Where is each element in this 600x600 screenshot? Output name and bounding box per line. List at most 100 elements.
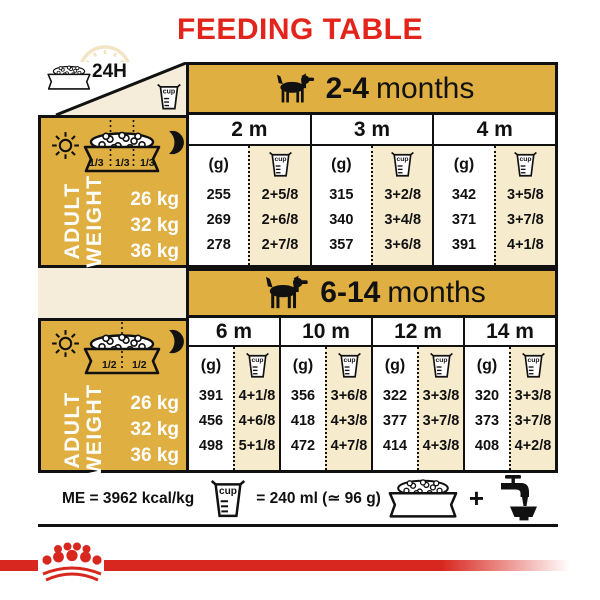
grams-value: 373 bbox=[474, 413, 500, 429]
cups-value: 3+3/8 bbox=[422, 388, 460, 404]
ration-bowl-halves: 1/2 1/2 bbox=[70, 322, 174, 386]
grams-label: (g) bbox=[200, 356, 222, 374]
daily-ration-label: 24H bbox=[92, 61, 127, 82]
weight-rows: 26 kg 32 kg 36 kg bbox=[99, 187, 179, 265]
svg-text:cup: cup bbox=[219, 485, 237, 496]
cup-icon: cup bbox=[245, 352, 270, 379]
red-stripe-left bbox=[0, 560, 38, 571]
cups-value: 4+7/8 bbox=[330, 438, 368, 454]
grams-value: 371 bbox=[451, 212, 477, 228]
table1-weight-panel: 1/3 1/3 1/3 ADULT WEIGHT 26 kg 32 kg 36 k… bbox=[38, 115, 186, 268]
cups-value: 4+1/8 bbox=[507, 237, 544, 253]
month-column-10m: 10 m (g) 356 418 472 cup 3+6/8 4+3/8 bbox=[279, 318, 371, 470]
table2-age-label: 6-14 months bbox=[320, 276, 486, 309]
table2-weight-panel: 1/2 1/2 ADULT WEIGHT 26 kg 32 kg 36 kg bbox=[38, 318, 186, 477]
ration-bowl-thirds: 1/3 1/3 1/3 bbox=[70, 120, 174, 184]
grams-label: (g) bbox=[453, 155, 475, 173]
sun-icon bbox=[50, 130, 81, 161]
month-header: 14 m bbox=[465, 318, 555, 347]
food-bowl-icon bbox=[44, 60, 94, 96]
month-header: 10 m bbox=[281, 318, 371, 347]
cups-value: 3+7/8 bbox=[507, 212, 544, 228]
grams-value: 357 bbox=[329, 237, 354, 253]
grams-value: 472 bbox=[290, 438, 316, 454]
grams-label: (g) bbox=[476, 356, 498, 374]
month-header: 6 m bbox=[189, 318, 279, 347]
portion-label: 1/2 bbox=[132, 359, 147, 371]
cups-value: 4+1/8 bbox=[238, 388, 276, 404]
cups-value: 3+6/8 bbox=[384, 237, 422, 253]
cups-value: 3+7/8 bbox=[422, 413, 460, 429]
month-column-3m: 3 m (g) 315 340 357 cup 3+2/8 3+4/8 bbox=[309, 115, 433, 265]
cups-value: 4+3/8 bbox=[422, 438, 460, 454]
grams-label: (g) bbox=[384, 356, 406, 374]
month-column-6m: 6 m (g) 391 456 498 cup 4+1/8 4+6/8 bbox=[189, 318, 279, 470]
svg-text:cup: cup bbox=[163, 89, 175, 96]
weight-row: 26 kg bbox=[130, 189, 179, 210]
cups-value: 3+5/8 bbox=[507, 187, 544, 203]
cup-icon: cup bbox=[521, 352, 546, 379]
bowl-icon bbox=[70, 322, 174, 390]
cups-value: 2+7/8 bbox=[261, 237, 299, 253]
grams-value: 356 bbox=[290, 388, 316, 404]
sun-icon bbox=[50, 328, 81, 359]
grams-value: 408 bbox=[474, 438, 500, 454]
grams-value: 498 bbox=[198, 438, 224, 454]
table1-age-label: 2-4 months bbox=[325, 71, 475, 105]
cups-value: 3+7/8 bbox=[514, 413, 552, 429]
grams-value: 391 bbox=[198, 388, 224, 404]
svg-text:cup: cup bbox=[274, 156, 286, 163]
cup-icon: cup bbox=[268, 151, 293, 178]
month-column-2m: 2 m (g) 255 269 278 cup 2+5/8 2+6/8 bbox=[189, 115, 310, 265]
cup-icon: cup bbox=[513, 151, 538, 178]
svg-text:cup: cup bbox=[343, 357, 355, 364]
portion-label: 1/3 bbox=[89, 157, 104, 169]
grams-value: 320 bbox=[474, 388, 500, 404]
water-tap-icon bbox=[488, 474, 542, 523]
food-bowl-icon bbox=[381, 475, 465, 523]
grams-value: 418 bbox=[290, 413, 316, 429]
svg-text:cup: cup bbox=[397, 156, 409, 163]
month-column-4m: 4 m (g) 342 371 391 cup 3+5/8 3+7/8 bbox=[432, 115, 556, 265]
table2-grid: 6 m (g) 391 456 498 cup 4+1/8 4+6/8 bbox=[186, 318, 558, 473]
cups-value: 2+6/8 bbox=[261, 212, 299, 228]
cups-value: 4+6/8 bbox=[238, 413, 276, 429]
grams-value: 391 bbox=[451, 237, 477, 253]
svg-text:cup: cup bbox=[527, 357, 539, 364]
weight-row: 26 kg bbox=[130, 393, 179, 414]
metabolizable-energy-label: ME = 3962 kcal/kg bbox=[62, 489, 195, 507]
feeding-table: cup 2-4 months 1/3 1/3 1/3 bbox=[38, 62, 558, 527]
svg-text:cup: cup bbox=[519, 156, 531, 163]
cups-value: 3+4/8 bbox=[384, 212, 422, 228]
footer-legend: ME = 3962 kcal/kg cup = 240 ml (≃ 96 g) … bbox=[38, 473, 558, 527]
cup-icon: cup bbox=[156, 83, 182, 111]
diagonal-split bbox=[55, 62, 186, 115]
weight-row: 32 kg bbox=[130, 419, 179, 440]
crown-logo bbox=[36, 541, 108, 587]
plus-sign: + bbox=[468, 483, 485, 513]
portion-label: 1/2 bbox=[102, 359, 117, 371]
moon-icon bbox=[160, 129, 185, 156]
month-column-14m: 14 m (g) 320 373 408 cup 3+3/8 3+7/8 bbox=[463, 318, 555, 470]
cup-icon: cup bbox=[210, 477, 246, 521]
portion-label: 1/3 bbox=[115, 157, 130, 169]
svg-text:cup: cup bbox=[251, 357, 263, 364]
table1-grid: 2 m (g) 255 269 278 cup 2+5/8 2+6/8 bbox=[186, 115, 558, 268]
month-header: 3 m bbox=[311, 115, 433, 146]
cup-icon: cup bbox=[337, 352, 362, 379]
grams-label: (g) bbox=[208, 155, 229, 173]
table2-corner-cell bbox=[38, 268, 186, 318]
portion-label: 1/3 bbox=[140, 157, 155, 169]
cups-value: 5+1/8 bbox=[238, 438, 276, 454]
month-header: 4 m bbox=[434, 115, 556, 146]
grams-value: 269 bbox=[206, 212, 231, 228]
grams-value: 340 bbox=[329, 212, 354, 228]
moon-icon bbox=[160, 328, 185, 355]
cup-volume-label: = 240 ml (≃ 96 g) bbox=[256, 490, 381, 507]
grams-value: 414 bbox=[382, 438, 408, 454]
weight-row: 36 kg bbox=[130, 445, 179, 466]
cups-value: 4+3/8 bbox=[330, 413, 368, 429]
month-header: 12 m bbox=[373, 318, 463, 347]
adult-dog-icon bbox=[258, 275, 310, 311]
